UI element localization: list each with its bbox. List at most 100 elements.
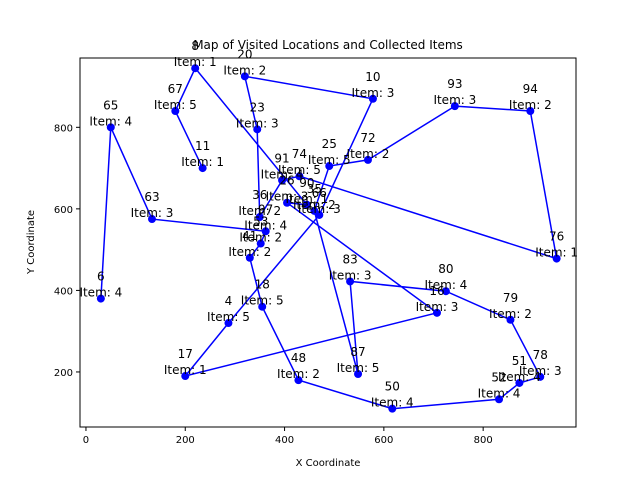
item-label: Item: 2 xyxy=(223,63,266,77)
item-label: Item: 2 xyxy=(293,198,336,212)
location-id-label: 10 xyxy=(365,70,380,84)
item-label: Item: 1 xyxy=(174,55,217,69)
location-id-label: 18 xyxy=(255,278,270,292)
location-id-label: 91 xyxy=(274,151,289,165)
y-axis-label: Y Coordinate xyxy=(26,210,37,275)
location-id-label: 79 xyxy=(503,291,518,305)
x-tick-label: 0 xyxy=(83,435,89,446)
location-marker xyxy=(346,277,355,286)
location-markers xyxy=(96,64,561,413)
location-id-label: 26 xyxy=(279,174,294,188)
item-label: Item: 5 xyxy=(337,361,380,375)
location-marker xyxy=(283,198,292,207)
axes-frame xyxy=(79,57,577,428)
item-label: Item: 3 xyxy=(131,206,174,220)
location-id-label: 4 xyxy=(225,294,233,308)
y-tick-label: 400 xyxy=(54,286,73,297)
item-label: Item: 2 xyxy=(239,231,282,245)
item-label: Item: 3 xyxy=(266,190,309,204)
location-id-label: 76 xyxy=(549,230,564,244)
location-marker xyxy=(450,102,459,111)
item-label: Item: 2 xyxy=(347,147,390,161)
y-tick-label: 800 xyxy=(54,123,73,134)
item-label: Item: 3 xyxy=(416,300,459,314)
item-label: Item: 4 xyxy=(478,386,521,400)
location-id-label: 41 xyxy=(242,229,257,243)
location-labels: 6 Item: 4 65 Item: 4 63 Item: 3 67 Item: 5 8 Item… xyxy=(79,39,578,409)
item-label: Item: 4 xyxy=(371,396,414,410)
item-label: Item: 2 xyxy=(277,367,320,381)
item-label: Item: 1 xyxy=(164,363,207,377)
location-id-label: 83 xyxy=(342,252,357,266)
location-marker xyxy=(198,164,207,173)
location-id-label: 97 xyxy=(258,202,273,216)
location-id-label: 11 xyxy=(195,139,210,153)
location-id-label: 25 xyxy=(322,137,337,151)
location-id-label: 17 xyxy=(178,347,193,361)
item-label: Item: 3 xyxy=(433,93,476,107)
y-tick-label: 600 xyxy=(54,205,73,216)
item-label: Item: 3 xyxy=(352,86,395,100)
location-marker xyxy=(315,210,324,219)
location-marker xyxy=(506,315,515,324)
location-marker xyxy=(96,294,105,303)
location-marker xyxy=(354,369,363,378)
item-label: Item: 4 xyxy=(425,278,468,292)
location-marker xyxy=(181,372,190,381)
location-id-label: 74 xyxy=(292,147,307,161)
y-tick-label: 200 xyxy=(54,368,73,379)
item-label: Item: 3 xyxy=(329,268,372,282)
location-marker xyxy=(240,72,249,81)
item-label: Item: 5 xyxy=(308,153,351,167)
location-marker xyxy=(368,94,377,103)
item-label: Item: 3 xyxy=(519,364,562,378)
y-axis: 200 400 600 800 xyxy=(54,123,80,379)
location-marker xyxy=(536,372,545,381)
location-marker xyxy=(171,107,180,116)
location-id-label: 90 xyxy=(299,176,314,190)
x-tick-label: 200 xyxy=(176,435,195,446)
location-id-label: 48 xyxy=(291,351,306,365)
item-label: Item: 4 xyxy=(498,370,541,384)
location-marker xyxy=(302,200,311,209)
location-marker xyxy=(245,253,254,262)
location-marker xyxy=(253,125,262,134)
location-id-label: 53 xyxy=(253,215,268,229)
location-id-label: 16 xyxy=(429,284,444,298)
location-marker xyxy=(261,227,270,236)
location-id-label: 36 xyxy=(252,188,267,202)
location-marker xyxy=(432,308,441,317)
location-marker xyxy=(295,172,304,181)
item-label: Item: 2 xyxy=(238,204,281,218)
item-label: Item: 5 xyxy=(241,294,284,308)
location-id-label: 63 xyxy=(144,190,159,204)
location-id-label: 93 xyxy=(447,77,462,91)
x-axis: 0 200 400 600 800 xyxy=(83,427,493,446)
location-marker xyxy=(258,302,267,311)
item-label: Item: 2 xyxy=(228,245,271,259)
location-id-label: 94 xyxy=(523,82,538,96)
item-label: Item: 1 xyxy=(285,192,328,206)
location-marker xyxy=(106,123,115,132)
location-id-label: 72 xyxy=(360,131,375,145)
item-label: Item: 4 xyxy=(89,114,132,128)
location-marker xyxy=(256,239,265,248)
x-tick-label: 600 xyxy=(374,435,393,446)
plot-area: 0 200 400 600 800 200 400 600 800 6 Item: 4 65 Ite… xyxy=(54,39,578,446)
item-label: Item: 1 xyxy=(181,155,224,169)
location-marker xyxy=(294,376,303,385)
location-id-label: 67 xyxy=(168,82,183,96)
item-label: Item: 3 xyxy=(298,202,341,216)
location-id-label: 65 xyxy=(103,98,118,112)
location-marker xyxy=(526,107,535,116)
item-label: Item: 4 xyxy=(244,218,287,232)
location-id-label: 80 xyxy=(438,262,453,276)
location-id-label: 20 xyxy=(237,47,252,61)
chart-title: Map of Visited Locations and Collected I… xyxy=(193,38,463,52)
location-id-label: 50 xyxy=(385,380,400,394)
x-tick-label: 400 xyxy=(275,435,294,446)
location-marker xyxy=(552,254,561,263)
item-label: Item: 1 xyxy=(535,246,578,260)
